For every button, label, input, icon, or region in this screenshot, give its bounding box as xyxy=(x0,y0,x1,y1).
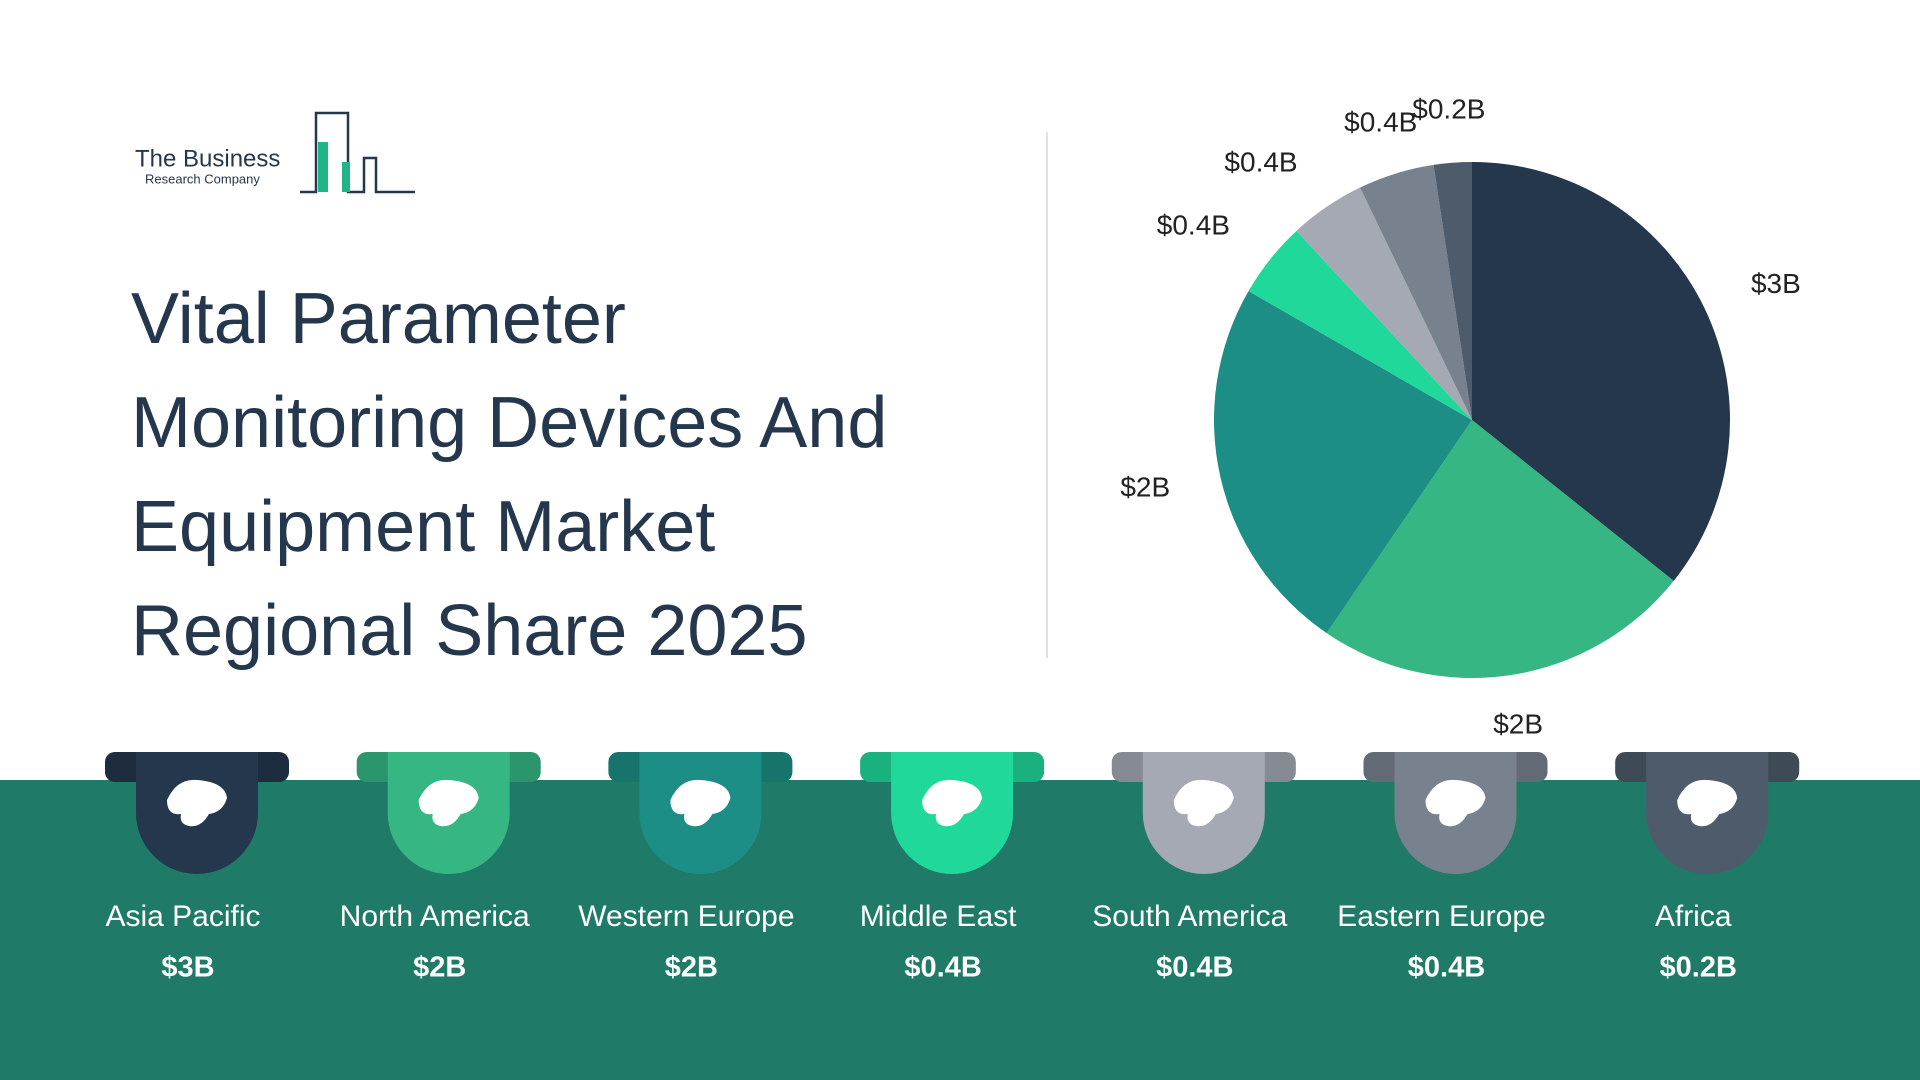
region-value: $3B xyxy=(161,952,214,984)
region-name: Middle East xyxy=(860,900,1017,933)
region-value: $0.4B xyxy=(1156,952,1233,984)
region-value: $0.4B xyxy=(904,952,981,984)
region-value: $2B xyxy=(665,952,718,984)
slice-label: $2B xyxy=(1493,709,1543,740)
pie-slice xyxy=(1360,164,1472,420)
pie-slice xyxy=(1472,162,1730,581)
region-name: South America xyxy=(1092,900,1287,933)
logo-subname: Research Company xyxy=(145,171,260,186)
chart-title: Vital Parameter Monitoring Devices And Equ… xyxy=(131,279,887,671)
slice-label: $0.4B xyxy=(1224,147,1297,178)
region-cards: Asia Pacific $3B North America $2B Western E… xyxy=(105,752,1800,984)
region-name: North America xyxy=(340,900,530,933)
pie-slice xyxy=(1214,291,1472,634)
region-value: $2B xyxy=(413,952,466,984)
region-name: Western Europe xyxy=(578,900,794,933)
pie-slice xyxy=(1296,187,1472,420)
logo-bar xyxy=(318,142,328,192)
slice-label: $0.4B xyxy=(1157,209,1230,240)
logo: The Business Research Company xyxy=(135,111,415,194)
region-map-icon xyxy=(167,779,227,827)
pie-slice xyxy=(1326,420,1674,678)
region-map-icon xyxy=(1677,779,1738,827)
slice-label: $3B xyxy=(1751,268,1801,299)
region-map-icon xyxy=(418,779,479,827)
region-map-icon xyxy=(922,779,983,827)
slice-label: $2B xyxy=(1120,471,1170,502)
region-name: Asia Pacific xyxy=(105,900,260,933)
region-value: $0.4B xyxy=(1408,952,1485,984)
region-value: $0.2B xyxy=(1660,952,1737,984)
slice-label: $0.4B xyxy=(1344,107,1417,138)
pie-slice xyxy=(1248,230,1472,420)
pie-slice xyxy=(1433,162,1472,420)
logo-bar xyxy=(342,162,350,192)
region-map-icon xyxy=(1173,779,1234,827)
region-name: Africa xyxy=(1655,900,1732,933)
region-name: Eastern Europe xyxy=(1337,900,1545,933)
logo-name: The Business xyxy=(135,145,280,172)
logo-outline xyxy=(300,111,415,194)
slice-label: $0.2B xyxy=(1412,94,1485,125)
pie: $3B$2B$2B$0.4B$0.4B$0.4B$0.2B xyxy=(1120,94,1800,740)
region-map-icon xyxy=(670,779,731,827)
region-map-icon xyxy=(1425,779,1486,827)
